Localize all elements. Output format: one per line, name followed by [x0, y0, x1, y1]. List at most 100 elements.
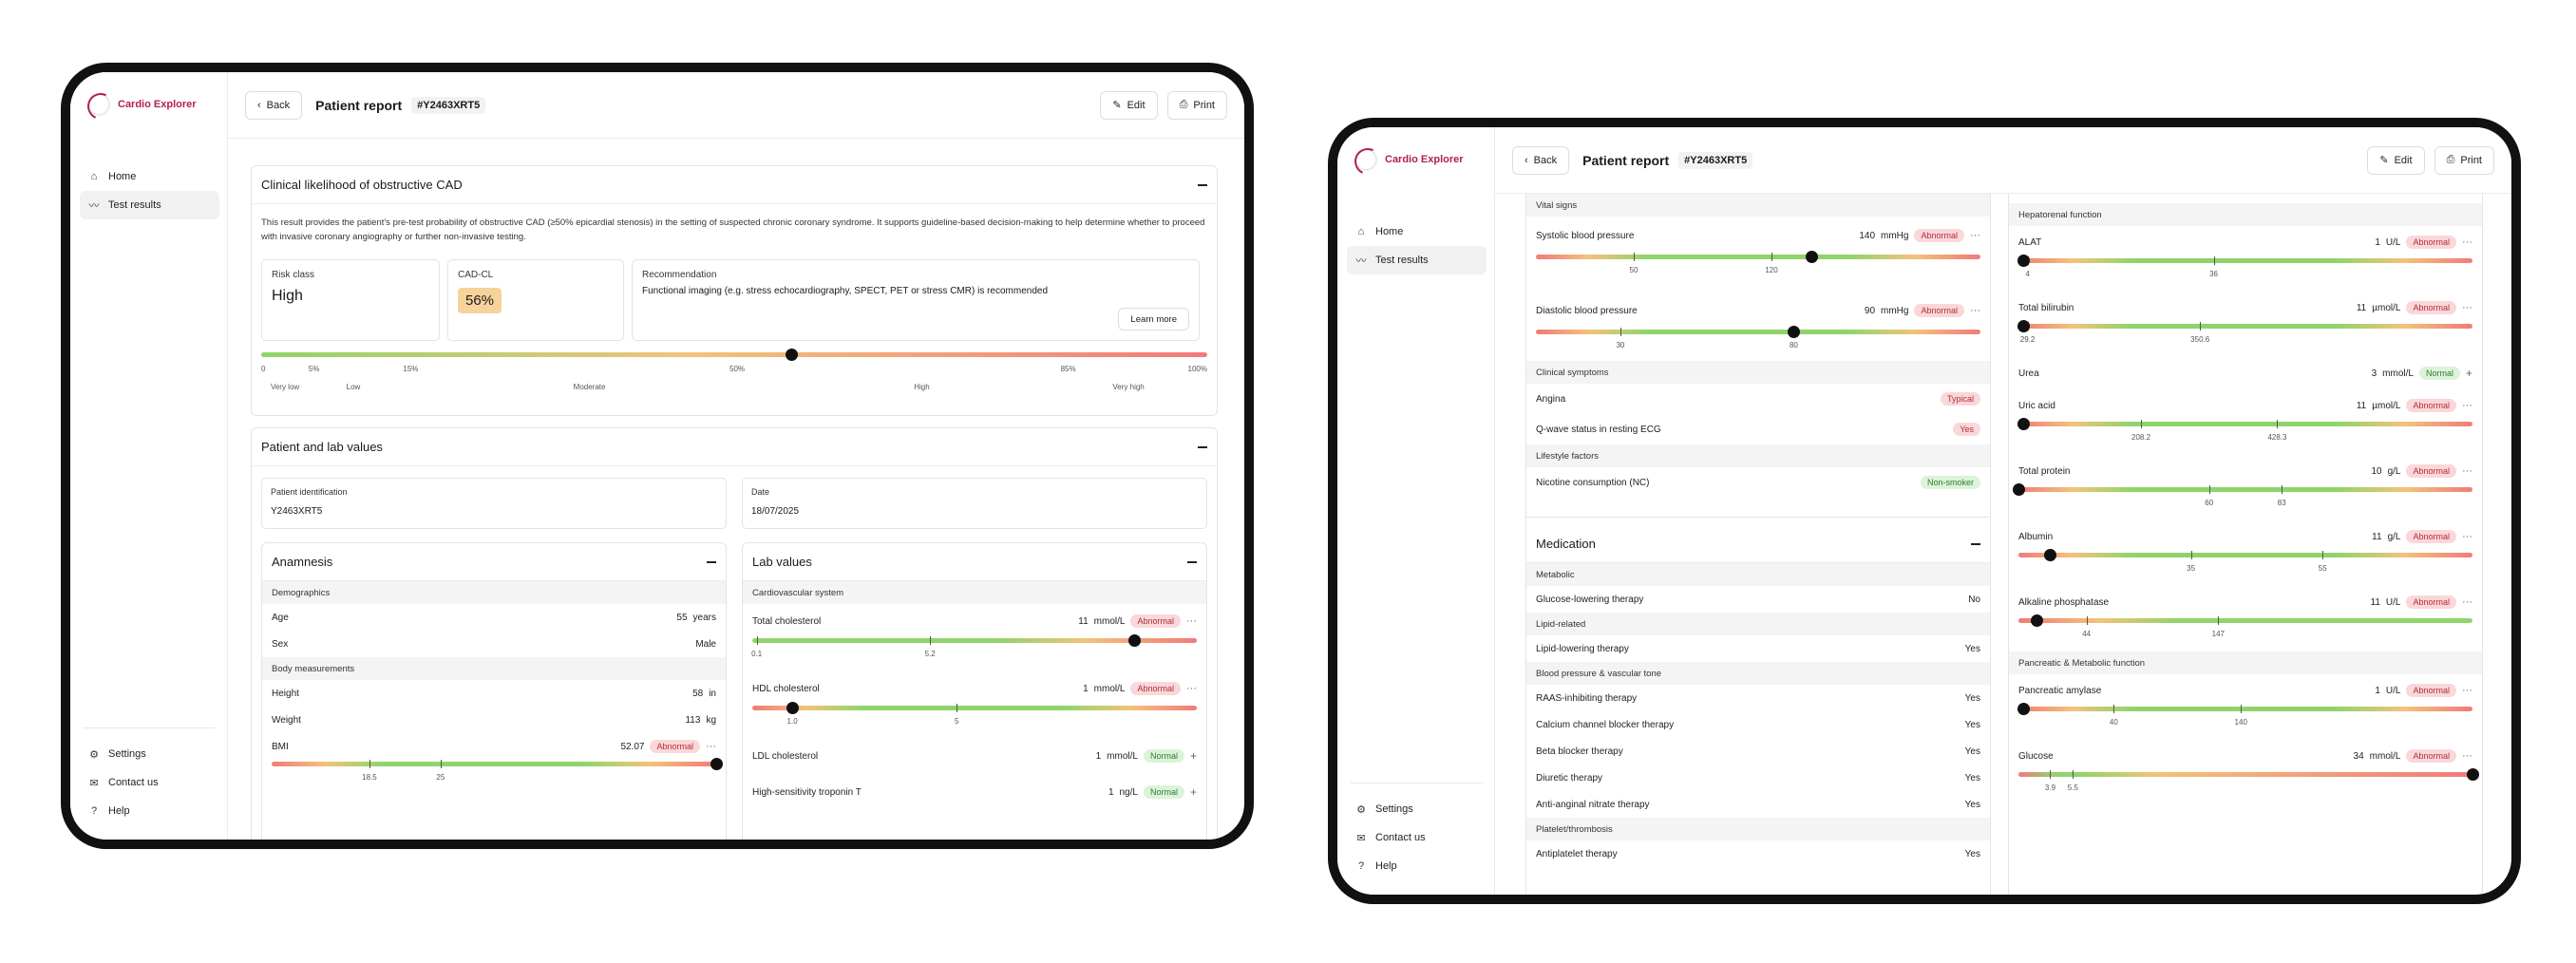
tick	[2208, 485, 2210, 494]
tick-label: 50	[1629, 266, 1638, 274]
more-icon[interactable]: ···	[2462, 685, 2472, 696]
plus-icon[interactable]: +	[2465, 367, 2472, 380]
tick	[2200, 322, 2202, 330]
plus-icon[interactable]: +	[1189, 785, 1197, 799]
row-glucose: Glucose 34 mmol/L Abnormal ···	[2009, 740, 2482, 772]
angina-label: Angina	[1536, 393, 1566, 405]
nicotine-badge: Non-smoker	[1920, 476, 1980, 489]
alat-range-bar: 4 36	[2017, 255, 2472, 278]
learn-more-button[interactable]: Learn more	[1118, 308, 1189, 330]
logo-icon	[87, 93, 110, 116]
angina-badge: Typical	[1940, 392, 1980, 406]
nav-test-results[interactable]: 〰 Test results	[1347, 246, 1487, 274]
nav-home[interactable]: ⌂ Home	[80, 162, 219, 191]
hdl-range-bar: 1.0 5	[752, 702, 1197, 726]
bili-value: 11	[2356, 302, 2367, 313]
amy-unit: U/L	[2385, 685, 2401, 696]
more-icon[interactable]: ···	[2462, 750, 2472, 762]
back-button[interactable]: ‹ Back	[1512, 145, 1570, 175]
more-icon[interactable]: ···	[1970, 230, 1980, 241]
weight-unit: kg	[706, 714, 716, 726]
collapse-icon[interactable]	[1971, 542, 1980, 545]
nav-contact[interactable]: ✉ Contact us	[80, 768, 219, 797]
section-platelet: Platelet/thrombosis	[1526, 818, 1990, 840]
likelihood-title: Clinical likelihood of obstructive CAD	[261, 178, 463, 192]
more-icon[interactable]: ···	[2462, 236, 2472, 248]
more-icon[interactable]: ···	[1970, 305, 1980, 316]
print-button[interactable]: ⎙ Print	[2434, 145, 2494, 175]
tick	[2050, 770, 2052, 779]
section-vitals: Vital signs	[1526, 194, 1990, 217]
print-label: Print	[1193, 99, 1215, 111]
collapse-icon[interactable]	[1198, 183, 1207, 186]
more-icon[interactable]: ···	[2462, 465, 2472, 477]
row-sex: Sex Male	[262, 631, 726, 657]
status-badge: Abnormal	[1914, 229, 1964, 242]
print-button[interactable]: ⎙ Print	[1166, 90, 1227, 120]
bmi-value: 52.07	[620, 741, 645, 752]
collapse-icon[interactable]	[1198, 445, 1207, 448]
bili-range-bar: 29.2 350.6	[2017, 320, 2472, 344]
more-icon[interactable]: ···	[1186, 615, 1197, 627]
sbp-unit: mmHg	[1881, 230, 1909, 241]
row-alk-phosphatase: Alkaline phosphatase 11 U/L Abnormal ···	[2009, 586, 2482, 618]
ldl-unit: mmol/L	[1107, 750, 1138, 762]
height-label: Height	[272, 688, 299, 699]
lab-values-header[interactable]: Lab values	[743, 543, 1206, 581]
back-button[interactable]: ‹ Back	[245, 90, 303, 120]
tick	[2322, 551, 2324, 559]
row-qwave: Q-wave status in resting ECG Yes	[1526, 414, 1990, 444]
ldl-value: 1	[1095, 750, 1102, 762]
patient-lab-header[interactable]: Patient and lab values	[252, 428, 1217, 466]
category-label: Very low	[270, 383, 300, 391]
more-icon[interactable]: ···	[2462, 302, 2472, 313]
row-lipid-therapy: Lipid-lowering therapy Yes	[1526, 635, 1990, 662]
collapse-icon[interactable]	[707, 560, 716, 563]
amy-value: 1	[2375, 685, 2380, 696]
section-lipid: Lipid-related	[1526, 613, 1990, 635]
more-icon[interactable]: ···	[706, 741, 716, 752]
qwave-badge: Yes	[1953, 423, 1980, 436]
nav-settings[interactable]: ⚙ Settings	[80, 740, 219, 768]
tc-marker	[1128, 634, 1142, 647]
plus-icon[interactable]: +	[1189, 749, 1197, 763]
tick-label: 83	[2277, 499, 2286, 507]
risk-class-label: Risk class	[272, 270, 315, 280]
more-icon[interactable]: ···	[2462, 400, 2472, 411]
nav-home[interactable]: ⌂ Home	[1347, 217, 1487, 246]
edit-icon: ✎	[1112, 100, 1122, 111]
nav-home-label: Home	[1375, 226, 1404, 237]
more-icon[interactable]: ···	[2462, 596, 2472, 608]
nav-help[interactable]: ? Help	[80, 797, 219, 825]
more-icon[interactable]: ···	[2462, 531, 2472, 542]
edit-button[interactable]: ✎ Edit	[2367, 145, 2425, 175]
right-screen: Cardio Explorer ⌂ Home 〰 Test results ⚙ Set…	[1337, 127, 2511, 895]
prot-range-bar: 60 83	[2013, 483, 2472, 507]
status-badge: Abnormal	[1130, 614, 1181, 628]
print-icon: ⎙	[1179, 99, 1188, 110]
more-icon[interactable]: ···	[1186, 683, 1197, 694]
prot-unit: g/L	[2387, 465, 2401, 477]
urea-value: 3	[2371, 368, 2377, 379]
edit-button[interactable]: ✎ Edit	[1100, 90, 1158, 120]
anamnesis-header[interactable]: Anamnesis	[262, 543, 726, 581]
tick	[2113, 705, 2115, 713]
tick-label: 36	[2209, 270, 2218, 278]
nav-test-results-label: Test results	[1375, 255, 1429, 266]
alp-marker	[2031, 614, 2044, 627]
med-label: Glucose-lowering therapy	[1536, 594, 1644, 605]
nav-test-results[interactable]: 〰 Test results	[80, 191, 219, 219]
hdl-unit: mmol/L	[1093, 683, 1126, 694]
nav-settings[interactable]: ⚙ Settings	[1347, 795, 1487, 823]
chevron-left-icon: ‹	[257, 99, 261, 111]
collapse-icon[interactable]	[1187, 560, 1197, 563]
medication-header[interactable]: Medication	[1526, 525, 1990, 563]
nav-help[interactable]: ? Help	[1347, 852, 1487, 880]
row-beta: Beta blocker therapy Yes	[1526, 738, 1990, 765]
help-icon: ?	[1357, 860, 1365, 872]
tick-label: 140	[2234, 718, 2247, 727]
sbp-value: 140	[1859, 230, 1876, 241]
nav-contact[interactable]: ✉ Contact us	[1347, 823, 1487, 852]
tick	[369, 760, 370, 768]
likelihood-header[interactable]: Clinical likelihood of obstructive CAD	[252, 166, 1217, 204]
